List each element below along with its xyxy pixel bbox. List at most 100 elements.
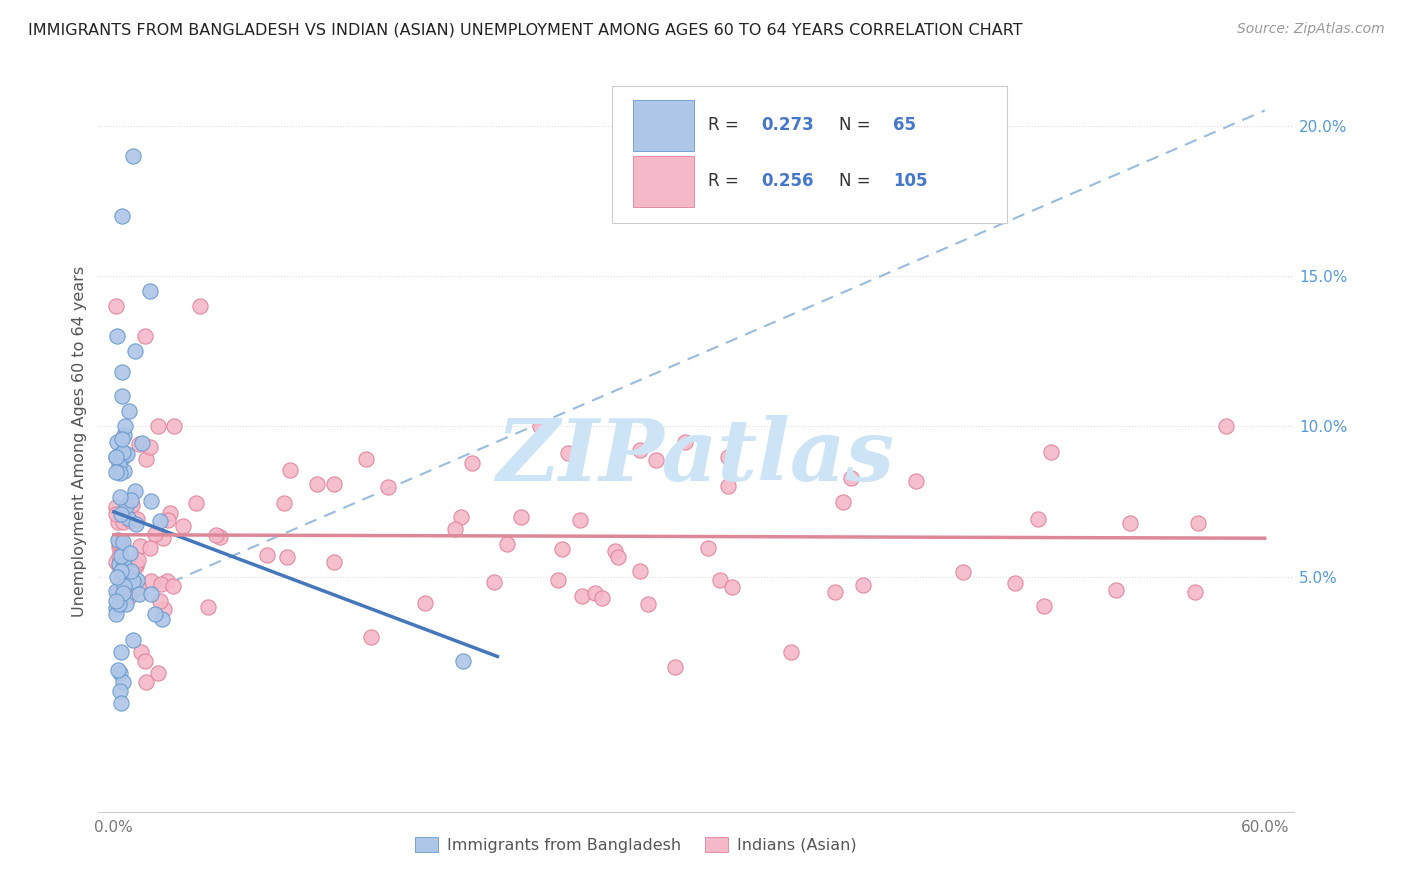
- Point: [529, 419, 551, 434]
- Point: [157, 513, 180, 527]
- Point: [461, 456, 484, 470]
- Point: [108, 549, 131, 563]
- Point: [108, 540, 131, 554]
- Point: [831, 494, 853, 508]
- Point: [276, 549, 298, 564]
- Text: Source: ZipAtlas.com: Source: ZipAtlas.com: [1237, 22, 1385, 37]
- Point: [114, 447, 136, 461]
- Point: [115, 447, 138, 461]
- Point: [628, 443, 651, 458]
- Point: [143, 526, 166, 541]
- Point: [108, 684, 131, 698]
- Point: [591, 591, 613, 606]
- Point: [354, 451, 377, 466]
- Point: [112, 558, 135, 573]
- Point: [1105, 582, 1128, 597]
- Point: [107, 557, 129, 571]
- Point: [107, 533, 129, 547]
- Text: N =: N =: [839, 172, 876, 190]
- Point: [141, 574, 163, 588]
- Point: [104, 500, 127, 514]
- Point: [125, 517, 148, 532]
- Point: [135, 452, 157, 467]
- Point: [717, 450, 740, 464]
- Point: [118, 500, 141, 515]
- Point: [104, 594, 127, 608]
- Text: ZIPatlas: ZIPatlas: [496, 415, 896, 498]
- Point: [451, 654, 474, 668]
- Point: [188, 299, 211, 313]
- Point: [159, 507, 181, 521]
- Point: [111, 432, 134, 446]
- Point: [1033, 599, 1056, 614]
- Point: [323, 476, 346, 491]
- Point: [107, 458, 129, 472]
- Point: [104, 450, 127, 464]
- Point: [112, 450, 135, 464]
- Point: [152, 531, 174, 545]
- Point: [1215, 419, 1237, 434]
- Point: [111, 515, 134, 529]
- Point: [139, 541, 162, 556]
- Point: [839, 471, 862, 485]
- Point: [673, 434, 696, 449]
- Point: [118, 404, 141, 418]
- Point: [108, 597, 131, 611]
- Point: [117, 511, 139, 525]
- Point: [111, 558, 134, 572]
- Point: [413, 596, 436, 610]
- Point: [709, 574, 731, 588]
- Point: [1119, 516, 1142, 530]
- Point: [129, 539, 152, 553]
- Point: [104, 555, 127, 569]
- Point: [105, 329, 128, 343]
- Point: [124, 557, 146, 571]
- Point: [135, 675, 157, 690]
- Point: [156, 574, 179, 588]
- Point: [128, 587, 150, 601]
- Point: [184, 496, 207, 510]
- Point: [583, 586, 606, 600]
- Point: [256, 548, 278, 562]
- Point: [112, 675, 135, 690]
- Point: [952, 565, 974, 579]
- Point: [112, 463, 135, 477]
- Point: [120, 545, 142, 559]
- Text: N =: N =: [839, 117, 876, 135]
- Point: [114, 579, 136, 593]
- Point: [163, 419, 186, 434]
- Point: [637, 597, 659, 611]
- Point: [105, 434, 128, 449]
- Point: [496, 536, 519, 550]
- Point: [172, 518, 194, 533]
- Point: [322, 555, 344, 569]
- Point: [307, 476, 329, 491]
- Text: 105: 105: [893, 172, 928, 190]
- Point: [780, 645, 803, 659]
- Point: [571, 589, 593, 603]
- Point: [107, 663, 129, 677]
- Point: [110, 697, 132, 711]
- Point: [131, 436, 153, 450]
- Point: [139, 284, 162, 298]
- Point: [150, 577, 173, 591]
- Point: [111, 535, 134, 549]
- Point: [125, 512, 148, 526]
- Point: [108, 536, 131, 550]
- Text: R =: R =: [709, 117, 744, 135]
- Point: [134, 329, 156, 343]
- Point: [104, 450, 127, 464]
- Legend: Immigrants from Bangladesh, Indians (Asian): Immigrants from Bangladesh, Indians (Asi…: [409, 830, 863, 859]
- Point: [278, 463, 301, 477]
- Point: [509, 510, 531, 524]
- FancyBboxPatch shape: [633, 156, 693, 207]
- Text: R =: R =: [709, 172, 744, 190]
- Point: [143, 607, 166, 621]
- Point: [824, 585, 846, 599]
- Point: [443, 522, 465, 536]
- Point: [115, 499, 138, 513]
- Point: [377, 480, 399, 494]
- Point: [121, 633, 143, 648]
- Point: [139, 494, 162, 508]
- Text: 0.273: 0.273: [762, 117, 814, 135]
